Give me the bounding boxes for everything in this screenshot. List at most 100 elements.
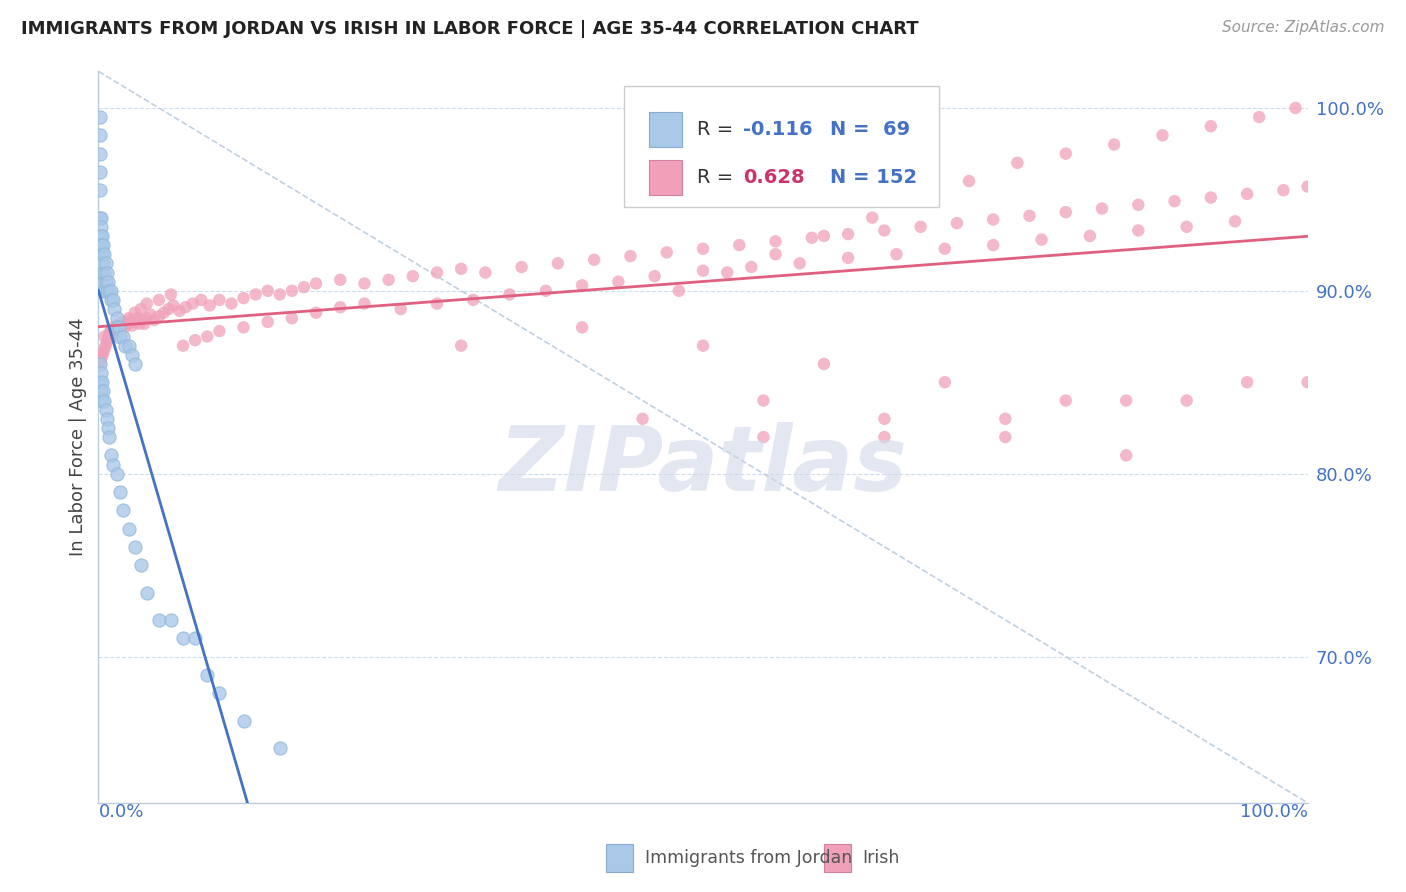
Bar bbox=[648, 160, 682, 195]
Point bbox=[100, 329, 122, 343]
Point bbox=[108, 322, 131, 336]
Point bbox=[111, 503, 134, 517]
Point bbox=[426, 296, 449, 310]
Point bbox=[174, 300, 197, 314]
Point bbox=[498, 287, 520, 301]
Point bbox=[97, 275, 120, 289]
Point bbox=[90, 219, 112, 234]
Point bbox=[129, 558, 152, 573]
Point bbox=[800, 231, 823, 245]
Point bbox=[96, 265, 118, 279]
Point bbox=[873, 430, 896, 444]
Point bbox=[96, 334, 118, 349]
Point bbox=[692, 263, 714, 277]
Point bbox=[1272, 183, 1295, 197]
Point bbox=[100, 293, 122, 307]
Point bbox=[89, 357, 111, 371]
Point bbox=[181, 296, 204, 310]
Point bbox=[118, 339, 141, 353]
Point bbox=[1102, 137, 1125, 152]
Text: Source: ZipAtlas.com: Source: ZipAtlas.com bbox=[1222, 20, 1385, 35]
Point bbox=[169, 304, 191, 318]
Point bbox=[103, 322, 125, 336]
Point bbox=[108, 317, 131, 331]
Point bbox=[994, 430, 1017, 444]
Point bbox=[111, 315, 134, 329]
Point bbox=[269, 287, 291, 301]
Point bbox=[148, 613, 170, 627]
Bar bbox=[606, 844, 633, 871]
Point bbox=[110, 318, 132, 333]
Point bbox=[886, 247, 908, 261]
Point bbox=[124, 357, 146, 371]
Point bbox=[94, 275, 117, 289]
Point bbox=[256, 315, 278, 329]
Point bbox=[101, 458, 124, 472]
Point bbox=[402, 269, 425, 284]
Point bbox=[1236, 375, 1258, 389]
Point bbox=[1128, 223, 1150, 237]
Point bbox=[157, 301, 180, 317]
Point bbox=[353, 277, 375, 291]
Point bbox=[100, 284, 122, 298]
Point bbox=[450, 339, 472, 353]
Point bbox=[292, 280, 315, 294]
Point bbox=[94, 402, 117, 417]
Point bbox=[1236, 186, 1258, 201]
Point bbox=[571, 320, 593, 334]
Point bbox=[160, 287, 183, 301]
Point bbox=[644, 269, 666, 284]
Point bbox=[765, 247, 787, 261]
Point bbox=[124, 306, 146, 320]
Point bbox=[195, 329, 218, 343]
Point bbox=[1018, 209, 1040, 223]
Point bbox=[910, 219, 932, 234]
Point bbox=[91, 238, 114, 252]
Point bbox=[377, 273, 399, 287]
Point bbox=[107, 320, 129, 334]
Point bbox=[934, 375, 956, 389]
Point bbox=[329, 300, 352, 314]
Point bbox=[631, 412, 654, 426]
Point bbox=[1175, 393, 1198, 408]
Point bbox=[91, 247, 114, 261]
Point bbox=[104, 318, 127, 333]
Point bbox=[93, 343, 115, 357]
Point bbox=[94, 339, 117, 353]
Point bbox=[305, 277, 328, 291]
Point bbox=[1115, 393, 1137, 408]
Point bbox=[571, 278, 593, 293]
Point bbox=[90, 228, 112, 243]
Point bbox=[114, 320, 136, 334]
Point bbox=[96, 412, 118, 426]
Point bbox=[139, 308, 162, 322]
Point bbox=[281, 311, 304, 326]
Point bbox=[1223, 214, 1246, 228]
Point bbox=[692, 339, 714, 353]
Point bbox=[91, 238, 114, 252]
Point bbox=[98, 284, 121, 298]
Point bbox=[765, 235, 787, 249]
Point bbox=[655, 245, 678, 260]
Point bbox=[353, 296, 375, 310]
Point bbox=[117, 317, 139, 331]
Point bbox=[114, 339, 136, 353]
Point bbox=[91, 256, 114, 270]
Point bbox=[93, 247, 115, 261]
Point bbox=[269, 740, 291, 755]
Point bbox=[195, 668, 218, 682]
Point bbox=[728, 238, 751, 252]
Point bbox=[910, 193, 932, 207]
Point bbox=[90, 366, 112, 380]
Point bbox=[103, 301, 125, 317]
Point bbox=[135, 585, 157, 599]
Point bbox=[232, 320, 254, 334]
Point bbox=[89, 165, 111, 179]
Point bbox=[97, 331, 120, 345]
Text: 0.0%: 0.0% bbox=[98, 803, 143, 821]
Point bbox=[208, 293, 231, 307]
Point bbox=[692, 242, 714, 256]
Point bbox=[108, 484, 131, 499]
Point bbox=[148, 293, 170, 307]
Point bbox=[752, 393, 775, 408]
